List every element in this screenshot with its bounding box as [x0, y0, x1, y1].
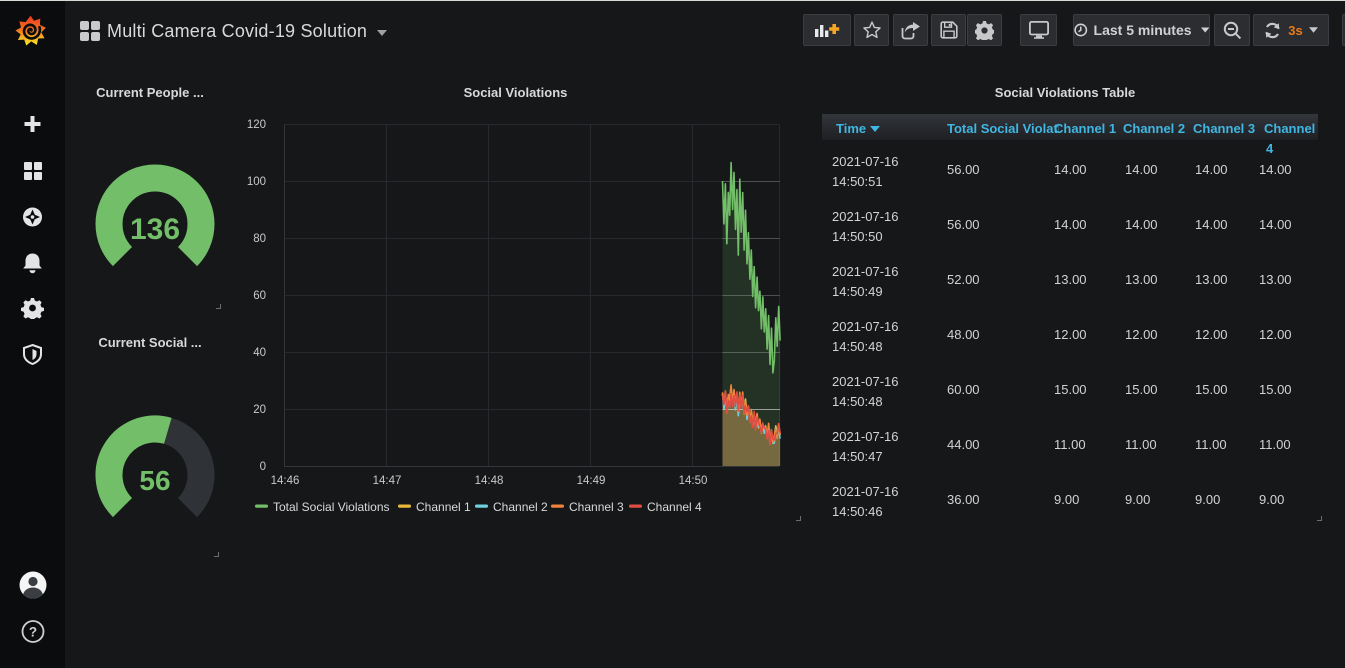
svg-text:Channel 1: Channel 1: [416, 500, 471, 514]
svg-text:14:48: 14:48: [475, 475, 504, 487]
svg-text:136: 136: [130, 213, 180, 246]
svg-text:Channel 3: Channel 3: [569, 500, 624, 514]
svg-text:0: 0: [260, 461, 266, 473]
svg-text:14:50: 14:50: [679, 475, 708, 487]
svg-text:14:49: 14:49: [577, 475, 606, 487]
svg-text:120: 120: [247, 119, 266, 131]
svg-text:14:47: 14:47: [373, 475, 402, 487]
svg-text:Channel 2: Channel 2: [493, 500, 548, 514]
svg-text:40: 40: [253, 347, 266, 359]
svg-text:100: 100: [247, 176, 266, 188]
svg-text:20: 20: [253, 404, 266, 416]
svg-text:60: 60: [253, 290, 266, 302]
svg-text:Channel 4: Channel 4: [647, 500, 702, 514]
svg-text:?: ?: [29, 624, 37, 639]
svg-text:56: 56: [139, 465, 170, 496]
svg-text:Total Social Violations: Total Social Violations: [273, 500, 390, 514]
svg-text:80: 80: [253, 233, 266, 245]
svg-text:14:46: 14:46: [271, 475, 300, 487]
